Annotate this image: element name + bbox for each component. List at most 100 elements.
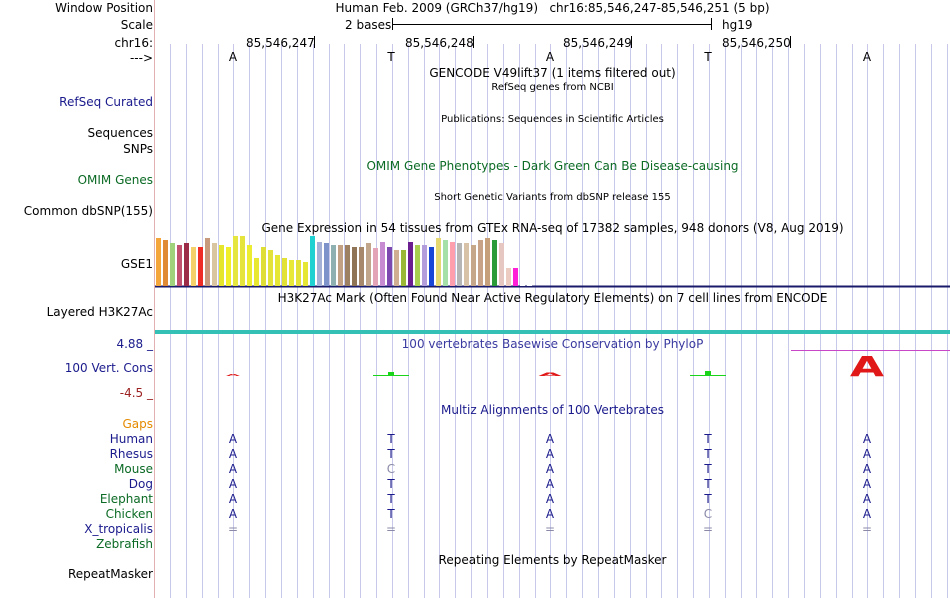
repeatmasker-track-title[interactable]: Repeating Elements by RepeatMasker <box>438 553 667 567</box>
gtex-tissue-bar[interactable] <box>373 248 378 286</box>
gaps-label[interactable]: Gaps <box>122 417 153 431</box>
gtex-tissue-bar[interactable] <box>359 247 364 286</box>
gtex-tissue-bar[interactable] <box>156 238 161 286</box>
gtex-tissue-bar[interactable] <box>450 242 455 286</box>
phylop-min-value: -4.5 _ <box>119 386 153 400</box>
species-label-mouse[interactable]: Mouse <box>114 462 153 476</box>
gtex-tissue-bar[interactable] <box>233 236 238 286</box>
aligned-base: T <box>704 462 712 476</box>
sequences-label[interactable]: Sequences <box>87 126 153 140</box>
species-label-dog[interactable]: Dog <box>128 477 153 491</box>
gtex-tissue-bar[interactable] <box>457 243 462 286</box>
snps-label[interactable]: SNPs <box>123 142 153 156</box>
reference-base: A <box>545 50 555 64</box>
gtex-tissue-bar[interactable] <box>324 243 329 286</box>
gtex-tissue-bar[interactable] <box>310 236 315 286</box>
aligned-base: T <box>387 492 395 506</box>
common-dbsnp-label[interactable]: Common dbSNP(155) <box>23 204 153 218</box>
gtex-tissue-bar[interactable] <box>422 245 427 286</box>
gtex-tissue-bar[interactable] <box>268 250 273 286</box>
window-position-value[interactable]: Human Feb. 2009 (GRCh37/hg19) chr16:85,5… <box>335 1 770 15</box>
gtex-tissue-bar[interactable] <box>184 243 189 286</box>
aligned-base: T <box>704 447 712 461</box>
gtex-tissue-bar[interactable] <box>317 242 322 286</box>
gtex-tissue-bar[interactable] <box>345 245 350 286</box>
gtex-tissue-bar[interactable] <box>443 240 448 286</box>
gtex-tissue-bar[interactable] <box>366 243 371 286</box>
h3k27ac-track-title[interactable]: H3K27Ac Mark (Often Found Near Active Re… <box>277 291 828 305</box>
gtex-tissue-bar[interactable] <box>247 245 252 286</box>
gtex-tissue-bar[interactable] <box>492 240 497 286</box>
gtex-tissue-bar[interactable] <box>212 243 217 286</box>
species-label-chicken[interactable]: Chicken <box>105 507 153 521</box>
omim-track-title[interactable]: OMIM Gene Phenotypes - Dark Green Can Be… <box>366 159 739 173</box>
phylop-track-title[interactable]: 100 vertebrates Basewise Conservation by… <box>401 337 704 351</box>
aligned-base: A <box>862 432 872 446</box>
phylop-score-bar <box>705 371 711 376</box>
ruler-position-label: 85,546,250 <box>722 36 791 50</box>
gtex-tissue-bar[interactable] <box>436 238 441 286</box>
gtex-tissue-bar[interactable] <box>394 250 399 286</box>
gencode-track-title[interactable]: GENCODE V49lift37 (1 items filtered out) <box>429 66 676 80</box>
gtex-tissue-bar[interactable] <box>205 238 210 286</box>
gtex-tissue-bar[interactable] <box>408 242 413 286</box>
gtex-tissue-bar[interactable] <box>219 245 224 286</box>
gtex-tissue-bar[interactable] <box>261 247 266 286</box>
species-label-human[interactable]: Human <box>109 432 153 446</box>
gtex-tissue-bar[interactable] <box>331 245 336 286</box>
omim-genes-label[interactable]: OMIM Genes <box>77 173 153 187</box>
refseq-curated-label[interactable]: RefSeq Curated <box>59 95 153 109</box>
gtex-tissue-bar[interactable] <box>485 238 490 286</box>
gtex-tissue-bar[interactable] <box>464 243 469 286</box>
gtex-tissue-bar[interactable] <box>506 268 511 286</box>
dbsnp-track-title[interactable]: Short Genetic Variants from dbSNP releas… <box>434 192 671 203</box>
gtex-tissue-bar[interactable] <box>520 270 525 286</box>
gtex-tissue-bar[interactable] <box>401 250 406 286</box>
species-label-rhesus[interactable]: Rhesus <box>109 447 153 461</box>
h3k27ac-signal <box>155 330 950 334</box>
aligned-base: = <box>861 522 873 536</box>
gtex-tissue-bar[interactable] <box>296 260 301 286</box>
gtex-tissue-bar[interactable] <box>177 245 182 286</box>
gtex-tissue-bar[interactable] <box>282 258 287 286</box>
gtex-tissue-bar[interactable] <box>527 271 532 286</box>
layered-h3k27ac-label[interactable]: Layered H3K27Ac <box>46 305 153 319</box>
gtex-tissue-bar[interactable] <box>380 242 385 286</box>
multiz-track-title[interactable]: Multiz Alignments of 100 Vertebrates <box>440 403 665 417</box>
gtex-tissue-bar[interactable] <box>303 262 308 286</box>
gtex-tissue-bar[interactable] <box>240 236 245 286</box>
gtex-tissue-bar[interactable] <box>170 243 175 286</box>
gtex-tissue-bar[interactable] <box>478 240 483 286</box>
aligned-base: T <box>387 447 395 461</box>
gtex-tissue-bar[interactable] <box>163 240 168 286</box>
gtex-track-title[interactable]: Gene Expression in 54 tissues from GTEx … <box>261 221 844 235</box>
phylop-score-bar <box>388 372 394 376</box>
gtex-tissue-bar[interactable] <box>352 247 357 286</box>
aligned-base: T <box>704 492 712 506</box>
gtex-tissue-bar[interactable] <box>415 245 420 286</box>
species-label-elephant[interactable]: Elephant <box>99 492 153 506</box>
gtex-tissue-bar[interactable] <box>471 245 476 286</box>
species-label-zebrafish[interactable]: Zebrafish <box>96 537 153 551</box>
publications-track-title[interactable]: Publications: Sequences in Scientific Ar… <box>441 114 664 125</box>
gtex-tissue-bar[interactable] <box>499 243 504 286</box>
gtex-tissue-bar[interactable] <box>429 247 434 286</box>
gtex-expression-chart[interactable] <box>155 236 540 288</box>
species-label-x_tropicalis[interactable]: X_tropicalis <box>84 522 153 536</box>
gse1-label[interactable]: GSE1 <box>120 257 153 271</box>
gtex-tissue-bar[interactable] <box>275 255 280 286</box>
gtex-tissue-bar[interactable] <box>254 258 259 286</box>
gtex-tissue-bar[interactable] <box>513 268 518 286</box>
100-vert-cons-label[interactable]: 100 Vert. Cons <box>64 361 153 375</box>
gtex-tissue-bar[interactable] <box>338 245 343 286</box>
reference-base: T <box>704 50 712 64</box>
gtex-tissue-bar[interactable] <box>226 247 231 286</box>
repeatmasker-label[interactable]: RepeatMasker <box>67 567 153 581</box>
gtex-tissue-bar[interactable] <box>191 247 196 286</box>
aligned-base: A <box>862 462 872 476</box>
gtex-tissue-bar[interactable] <box>387 247 392 286</box>
gtex-tissue-bar[interactable] <box>198 247 203 286</box>
gtex-tissue-bar[interactable] <box>289 260 294 286</box>
